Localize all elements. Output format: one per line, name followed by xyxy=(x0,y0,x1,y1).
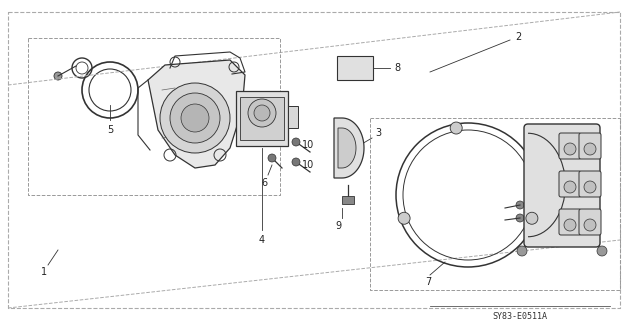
Circle shape xyxy=(584,143,596,155)
Bar xyxy=(236,91,288,146)
Text: 6: 6 xyxy=(261,178,267,188)
Text: 4: 4 xyxy=(259,235,265,245)
Text: 3: 3 xyxy=(375,128,381,138)
Bar xyxy=(240,97,284,140)
Circle shape xyxy=(526,212,538,224)
Circle shape xyxy=(292,158,300,166)
Text: SY83-E0511A: SY83-E0511A xyxy=(492,312,547,320)
Polygon shape xyxy=(334,118,364,178)
Text: 8: 8 xyxy=(394,63,400,73)
Circle shape xyxy=(584,219,596,231)
Circle shape xyxy=(597,246,607,256)
FancyBboxPatch shape xyxy=(559,171,581,197)
Circle shape xyxy=(450,122,462,134)
Text: 7: 7 xyxy=(425,277,431,287)
Text: 9: 9 xyxy=(335,221,341,231)
FancyBboxPatch shape xyxy=(559,133,581,159)
FancyBboxPatch shape xyxy=(579,133,601,159)
Text: 10: 10 xyxy=(302,140,314,150)
Circle shape xyxy=(584,181,596,193)
Circle shape xyxy=(292,138,300,146)
Text: 5: 5 xyxy=(107,125,113,135)
Polygon shape xyxy=(338,128,356,168)
Bar xyxy=(342,196,354,204)
Bar xyxy=(288,106,298,128)
FancyBboxPatch shape xyxy=(559,209,581,235)
Circle shape xyxy=(398,212,410,224)
Circle shape xyxy=(517,246,527,256)
Text: 10: 10 xyxy=(302,160,314,170)
Bar xyxy=(337,56,373,80)
Circle shape xyxy=(564,143,576,155)
Circle shape xyxy=(268,154,276,162)
Polygon shape xyxy=(148,60,245,168)
Circle shape xyxy=(564,181,576,193)
Text: 2: 2 xyxy=(515,32,521,42)
Circle shape xyxy=(564,219,576,231)
FancyBboxPatch shape xyxy=(579,171,601,197)
Circle shape xyxy=(248,99,276,127)
FancyBboxPatch shape xyxy=(524,124,600,247)
FancyBboxPatch shape xyxy=(579,209,601,235)
Circle shape xyxy=(181,104,209,132)
Circle shape xyxy=(516,214,524,222)
Circle shape xyxy=(254,105,270,121)
Circle shape xyxy=(170,93,220,143)
Circle shape xyxy=(516,201,524,209)
Text: 1: 1 xyxy=(41,267,47,277)
Circle shape xyxy=(160,83,230,153)
Circle shape xyxy=(54,72,62,80)
